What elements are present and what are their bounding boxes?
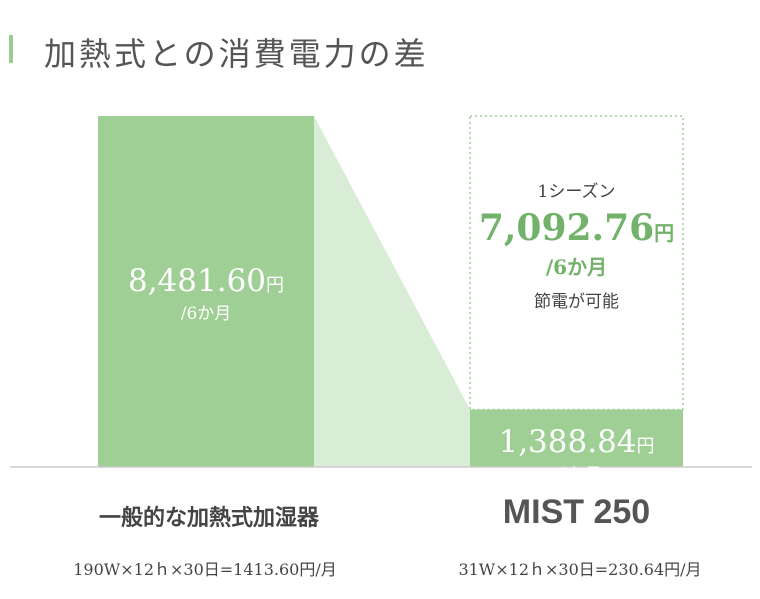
- savings-callout: 1シーズン 7,092.76円 /6か月 節電が可能: [470, 117, 683, 367]
- savings-amount-unit: 円: [654, 221, 675, 245]
- bar-value: 8,481.60: [127, 263, 267, 300]
- title-accent-bar: [9, 35, 13, 63]
- savings-amount: 7,092.76円: [470, 207, 683, 249]
- savings-amount-value: 7,092.76: [478, 207, 655, 249]
- bar-value-label-heating: 8,481.60円 /6か月: [98, 263, 314, 324]
- category-label-mist: MIST 250: [502, 493, 651, 531]
- formula-mist: 31W×12ｈ×30日=230.64円/月: [458, 560, 702, 579]
- bar-heating-humidifier: [98, 116, 314, 467]
- bar-mist-250: [470, 409, 683, 467]
- formula-heating: 190W×12ｈ×30日=1413.60円/月: [73, 560, 337, 579]
- bar-unit: 円: [636, 435, 655, 457]
- savings-connector: [314, 116, 470, 467]
- bar-period: /6か月: [180, 304, 232, 325]
- category-label-heating: 一般的な加熱式加湿器: [98, 505, 319, 531]
- page-title: 加熱式との消費電力の差: [44, 35, 429, 73]
- savings-box-border: [469, 115, 684, 411]
- savings-period: /6か月: [545, 255, 608, 279]
- bar-value: 1,388.84: [498, 423, 637, 460]
- bar-value-label-mist: 1,388.84円 /6か月: [470, 424, 683, 485]
- savings-season: 1シーズン: [537, 182, 616, 202]
- savings-note: 節電が可能: [534, 292, 619, 312]
- bar-period: /6か月: [551, 464, 602, 485]
- bar-unit: 円: [266, 275, 285, 297]
